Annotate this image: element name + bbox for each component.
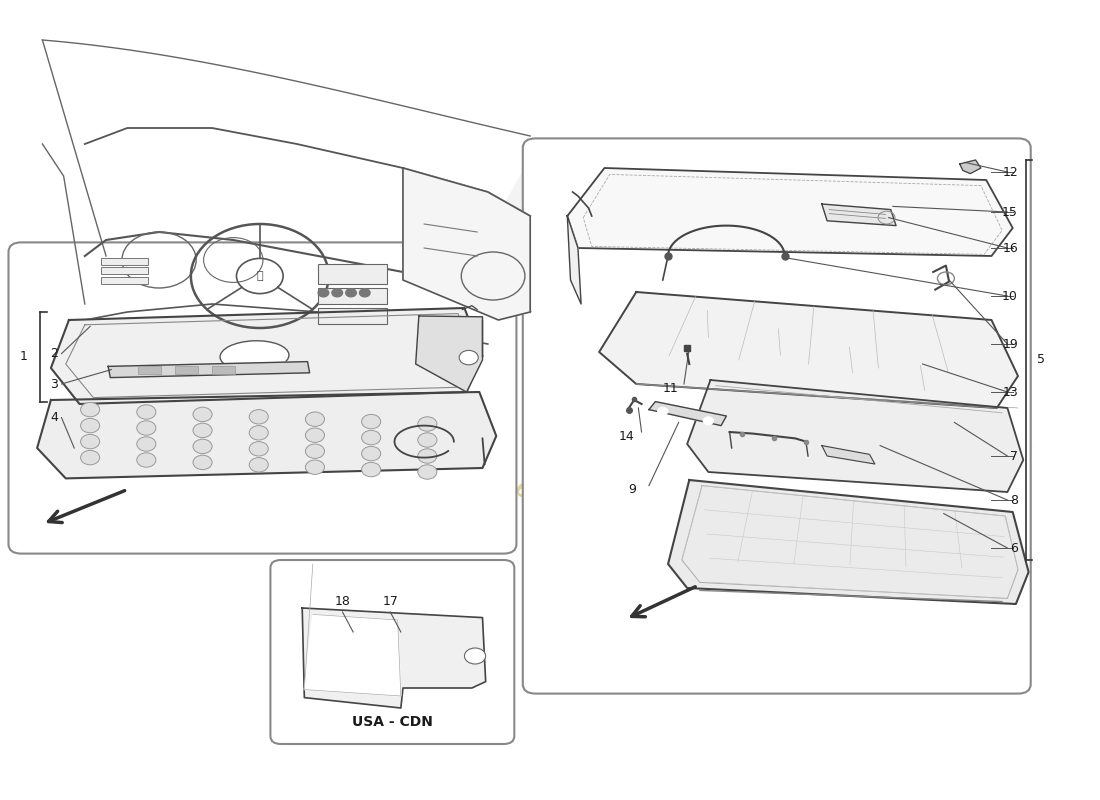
Bar (212, 366, 235, 374)
Polygon shape (51, 308, 483, 404)
Circle shape (136, 405, 156, 419)
Circle shape (418, 417, 437, 431)
Circle shape (306, 444, 324, 458)
Circle shape (250, 410, 268, 424)
Circle shape (658, 407, 668, 415)
Text: 19: 19 (1002, 338, 1018, 350)
Bar (138, 366, 162, 374)
Text: 𝓜: 𝓜 (256, 271, 263, 281)
FancyBboxPatch shape (522, 138, 1031, 694)
Polygon shape (959, 160, 981, 174)
Text: 3: 3 (51, 378, 58, 390)
Polygon shape (305, 614, 400, 696)
Text: 9: 9 (628, 483, 636, 496)
Circle shape (192, 407, 212, 422)
Circle shape (418, 449, 437, 463)
Text: 7: 7 (1010, 450, 1018, 462)
Circle shape (418, 433, 437, 447)
Polygon shape (600, 292, 1018, 408)
Circle shape (362, 430, 381, 445)
Circle shape (318, 289, 329, 297)
Circle shape (80, 402, 100, 417)
Circle shape (345, 289, 356, 297)
Circle shape (362, 446, 381, 461)
Circle shape (360, 289, 370, 297)
Text: USA - CDN: USA - CDN (352, 714, 432, 729)
Bar (101, 277, 148, 284)
Polygon shape (688, 380, 1023, 492)
Bar (175, 366, 198, 374)
Circle shape (250, 458, 268, 472)
Circle shape (136, 421, 156, 435)
Circle shape (464, 648, 486, 664)
FancyBboxPatch shape (9, 242, 516, 554)
Polygon shape (568, 168, 1013, 256)
Text: 15: 15 (1002, 206, 1018, 218)
Polygon shape (302, 608, 486, 708)
Text: 2: 2 (51, 347, 58, 360)
Circle shape (306, 412, 324, 426)
Circle shape (306, 460, 324, 474)
Circle shape (418, 465, 437, 479)
Text: 8: 8 (1010, 494, 1018, 506)
Circle shape (362, 462, 381, 477)
Circle shape (80, 434, 100, 449)
Bar (101, 267, 148, 274)
Bar (318, 264, 387, 284)
Text: 6: 6 (1010, 542, 1018, 554)
Circle shape (192, 439, 212, 454)
Text: EUROSPARES: EUROSPARES (485, 153, 1042, 519)
Polygon shape (108, 362, 309, 378)
Circle shape (703, 417, 714, 425)
Text: 1: 1 (20, 350, 28, 363)
FancyBboxPatch shape (271, 560, 515, 744)
Polygon shape (568, 216, 581, 304)
Text: 13: 13 (1002, 386, 1018, 398)
Polygon shape (822, 446, 875, 464)
Polygon shape (822, 204, 896, 226)
Polygon shape (403, 168, 530, 320)
Ellipse shape (220, 341, 289, 371)
Circle shape (136, 453, 156, 467)
Polygon shape (416, 316, 483, 392)
Text: 17: 17 (383, 595, 398, 608)
Circle shape (136, 437, 156, 451)
Bar (101, 258, 148, 265)
Text: 5: 5 (1037, 354, 1045, 366)
Text: 18: 18 (334, 595, 351, 608)
Circle shape (362, 414, 381, 429)
Circle shape (80, 450, 100, 465)
Circle shape (306, 428, 324, 442)
Bar (318, 288, 387, 304)
Text: 4: 4 (51, 411, 58, 424)
Text: 10: 10 (1002, 290, 1018, 302)
Polygon shape (649, 402, 726, 426)
Text: a passion for parts since 1985: a passion for parts since 1985 (368, 404, 692, 588)
Circle shape (250, 426, 268, 440)
Text: 12: 12 (1002, 166, 1018, 178)
Bar (318, 308, 387, 324)
Circle shape (250, 442, 268, 456)
Circle shape (332, 289, 342, 297)
Text: 16: 16 (1002, 242, 1018, 254)
Circle shape (80, 418, 100, 433)
Polygon shape (37, 392, 496, 478)
Circle shape (192, 455, 212, 470)
Circle shape (459, 350, 478, 365)
Text: 11: 11 (663, 382, 679, 394)
Text: 14: 14 (618, 430, 634, 442)
Circle shape (192, 423, 212, 438)
Polygon shape (668, 480, 1028, 604)
